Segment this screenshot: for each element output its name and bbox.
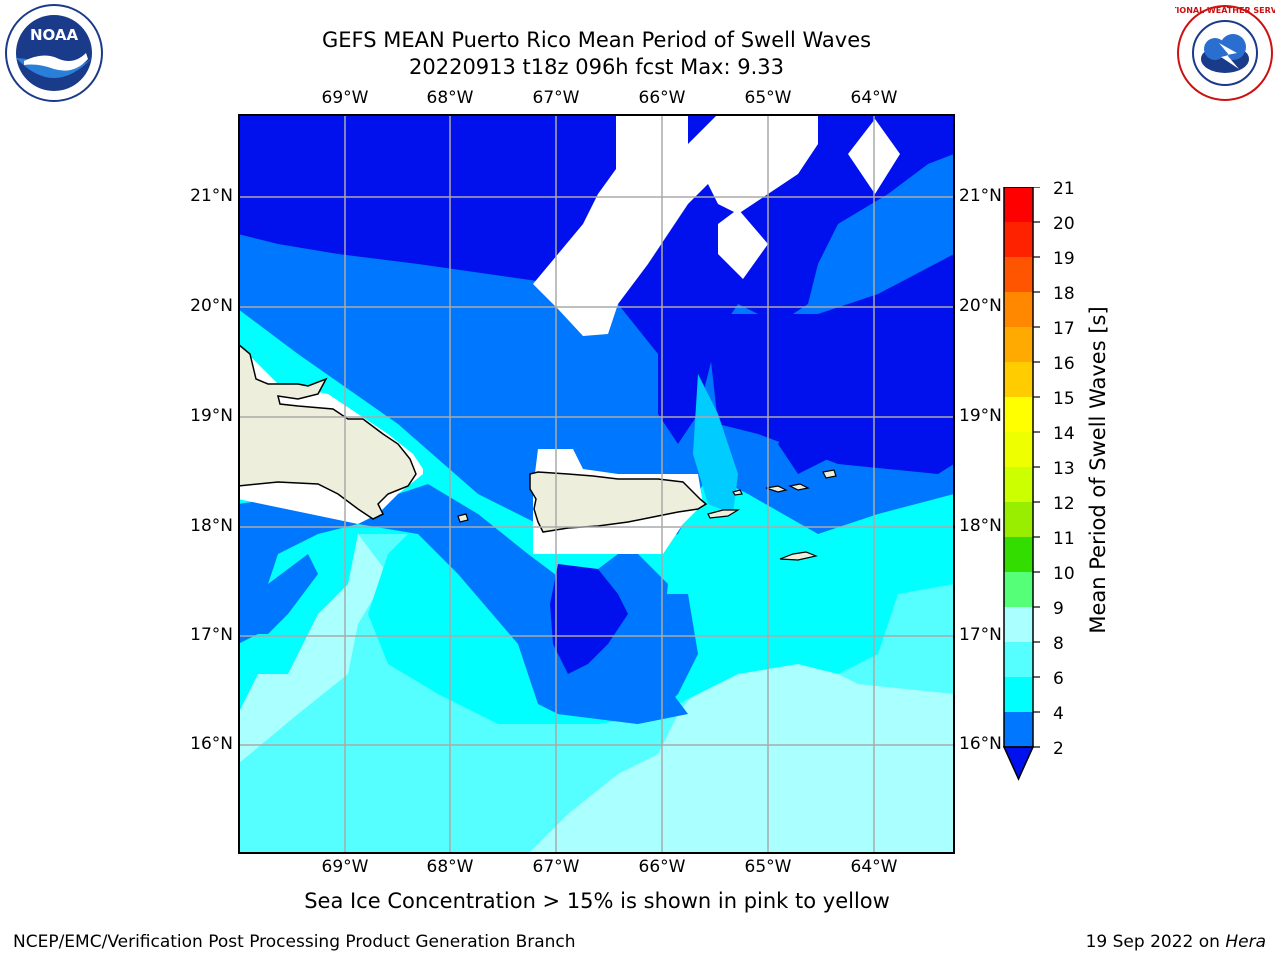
lon-tick-top-67: 67°W	[532, 88, 580, 108]
contour-0-2-east	[778, 284, 954, 474]
map-title-line1: GEFS MEAN Puerto Rico Mean Period of Swe…	[321, 28, 872, 52]
missing-north-2	[718, 209, 768, 279]
contour-0-2	[238, 114, 954, 474]
lat-tick-left-20: 20°N	[190, 296, 233, 316]
lat-tick-right-20: 20°N	[959, 296, 1002, 316]
colorbar-swatch-17-18	[1004, 292, 1033, 327]
colorbar-swatch-11-12	[1004, 502, 1033, 537]
colorbar-label-11: 11	[1053, 529, 1075, 549]
lon-tick-top-69: 69°W	[321, 88, 369, 108]
colorbar-label-10: 10	[1053, 564, 1075, 584]
noaa-logo: NOAA	[4, 3, 104, 103]
lat-tick-left-21: 21°N	[190, 186, 233, 206]
colorbar-swatch-19-20	[1004, 222, 1033, 257]
land-vieques	[707, 509, 741, 519]
footer-date: 19 Sep 2022 on Hera	[1086, 932, 1266, 952]
land-hispaniola	[238, 343, 417, 520]
colorbar-label-2: 2	[1053, 739, 1064, 759]
land-st-croix	[779, 551, 819, 561]
swell-period-map	[238, 114, 955, 854]
colorbar-label-12: 12	[1053, 494, 1075, 514]
colorbar-swatch-8-9	[1004, 607, 1033, 642]
missing-north	[533, 114, 818, 336]
contour-0-2-south	[550, 564, 628, 674]
land-virgin-islands	[732, 469, 837, 496]
colorbar-swatch-13-14	[1004, 432, 1033, 467]
lon-tick-bottom-68: 68°W	[426, 857, 474, 877]
colorbar-swatch-9-10	[1004, 572, 1033, 607]
colorbar-swatch-10-11	[1004, 537, 1033, 572]
lon-tick-top-66: 66°W	[638, 88, 686, 108]
colorbar-swatch-18-19	[1004, 257, 1033, 292]
footer-producer: NCEP/EMC/Verification Post Processing Pr…	[13, 932, 576, 952]
contour-2-4-patch	[238, 554, 318, 644]
colorbar-swatch-15-16	[1004, 362, 1033, 397]
footer-machine: Hera	[1225, 932, 1266, 952]
lat-tick-left-18: 18°N	[190, 516, 233, 536]
lat-tick-right-21: 21°N	[959, 186, 1002, 206]
lat-tick-left-19: 19°N	[190, 406, 233, 426]
colorbar-label-20: 20	[1053, 214, 1075, 234]
lat-tick-right-19: 19°N	[959, 406, 1002, 426]
footer-date-text: 19 Sep 2022 on	[1085, 932, 1226, 952]
lon-tick-top-65: 65°W	[744, 88, 792, 108]
land-mona	[457, 513, 469, 523]
colorbar-swatch-12-13	[1004, 467, 1033, 502]
noaa-logo-text: NOAA	[30, 26, 79, 44]
colorbar-label-17: 17	[1053, 319, 1075, 339]
colorbar-swatch-4-6	[1004, 677, 1033, 712]
colorbar	[1002, 187, 1040, 781]
lon-tick-bottom-65: 65°W	[744, 857, 792, 877]
lat-tick-left-16: 16°N	[190, 734, 233, 754]
colorbar-label-4: 4	[1053, 704, 1064, 724]
colorbar-title: Mean Period of Swell Waves [s]	[1086, 306, 1110, 634]
colorbar-swatch-16-17	[1004, 327, 1033, 362]
colorbar-label-14: 14	[1053, 424, 1075, 444]
lat-tick-left-17: 17°N	[190, 625, 233, 645]
colorbar-label-8: 8	[1053, 634, 1064, 654]
nws-logo-text: NATIONAL WEATHER SERVICE	[1175, 6, 1275, 15]
lon-tick-bottom-64: 64°W	[850, 857, 898, 877]
map-title-line2: 20220913 t18z 096h fcst Max: 9.33	[409, 55, 784, 79]
lon-tick-top-68: 68°W	[426, 88, 474, 108]
colorbar-label-13: 13	[1053, 459, 1075, 479]
sea-ice-note: Sea Ice Concentration > 15% is shown in …	[304, 889, 890, 913]
lon-tick-bottom-66: 66°W	[638, 857, 686, 877]
colorbar-label-18: 18	[1053, 284, 1075, 304]
colorbar-label-19: 19	[1053, 249, 1075, 269]
colorbar-swatch-6-8	[1004, 642, 1033, 677]
lat-tick-right-18: 18°N	[959, 516, 1002, 536]
map-frame	[238, 114, 955, 854]
lat-tick-right-16: 16°N	[959, 734, 1002, 754]
colorbar-label-16: 16	[1053, 354, 1075, 374]
contour-4-6-spike	[693, 374, 738, 514]
lat-tick-right-17: 17°N	[959, 625, 1002, 645]
colorbar-extend-min	[1002, 746, 1035, 781]
colorbar-swatch-2-4	[1004, 712, 1033, 747]
map-grid	[238, 114, 954, 854]
colorbar-label-9: 9	[1053, 599, 1064, 619]
lon-tick-top-64: 64°W	[850, 88, 898, 108]
colorbar-label-21: 21	[1053, 179, 1075, 199]
colorbar-swatch-20-21	[1004, 187, 1033, 222]
colorbar-swatch-14-15	[1004, 397, 1033, 432]
lon-tick-bottom-67: 67°W	[532, 857, 580, 877]
lon-tick-bottom-69: 69°W	[321, 857, 369, 877]
colorbar-label-6: 6	[1053, 669, 1064, 689]
colorbar-label-15: 15	[1053, 389, 1075, 409]
nws-logo: NATIONAL WEATHER SERVICE	[1159, 3, 1280, 103]
